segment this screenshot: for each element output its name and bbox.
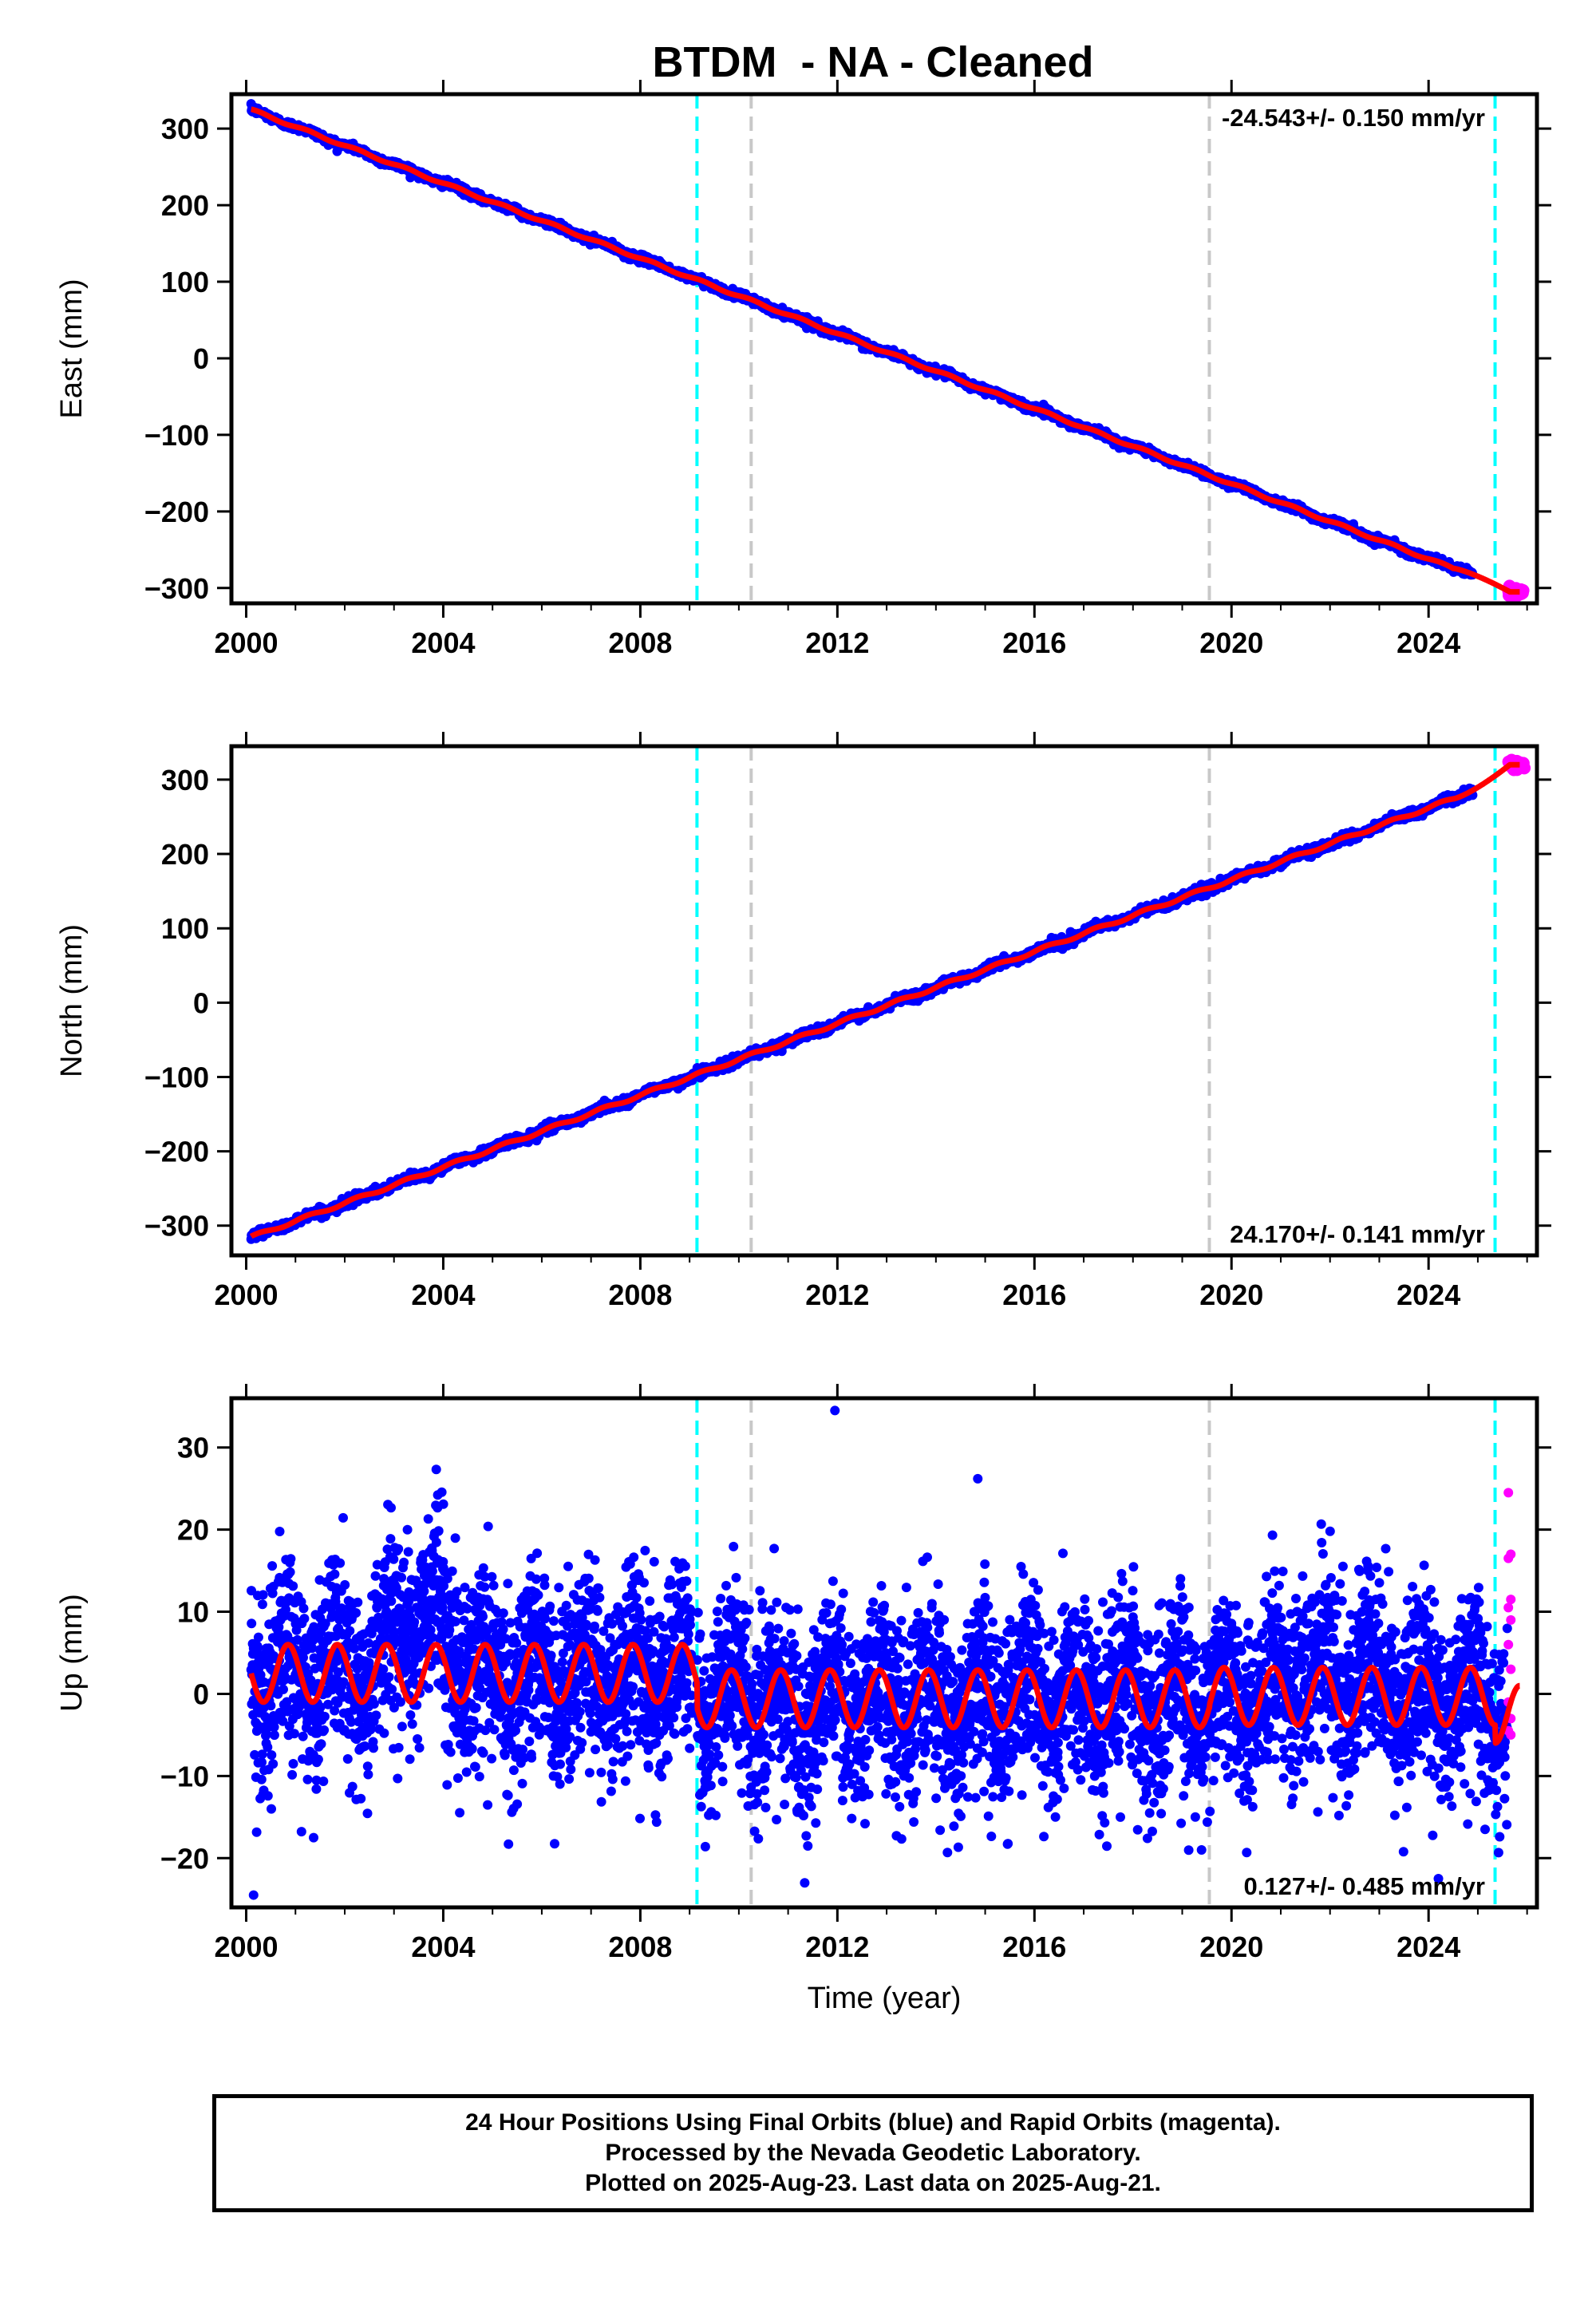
east-panel: 2000 2004 2008 2012 2016 2020 2024−300−200−100… bbox=[55, 80, 1551, 659]
y-tick-label: 300 bbox=[161, 113, 209, 145]
x-tick-label: 2000 bbox=[214, 626, 278, 659]
y-tick-label: −200 bbox=[144, 496, 209, 528]
x-tick-label: 2004 bbox=[411, 626, 475, 659]
x-tick-label: 2016 bbox=[1002, 626, 1066, 659]
north-panel: 2000 2004 2008 2012 2016 2020 2024−300−200−100… bbox=[55, 732, 1551, 1311]
y-tick-label: 100 bbox=[161, 266, 209, 298]
y-tick-label: −100 bbox=[144, 419, 209, 452]
y-tick-label: −300 bbox=[144, 572, 209, 605]
x-tick-label: 2020 bbox=[1199, 626, 1263, 659]
velocity-rate-label: -24.543+/- 0.150 mm/yr bbox=[1222, 104, 1485, 132]
x-tick-label: 2024 bbox=[1396, 626, 1460, 659]
model-fit-line bbox=[248, 106, 1523, 595]
y-tick-label: 200 bbox=[161, 189, 209, 222]
plot-area bbox=[246, 94, 1530, 603]
figure-title: BTDM - NA - Cleaned bbox=[653, 38, 1094, 86]
plot-area bbox=[246, 746, 1531, 1255]
x-tick-label: 2008 bbox=[608, 626, 672, 659]
y-axis-label: East (mm) bbox=[55, 279, 89, 418]
y-tick-label: 0 bbox=[193, 342, 209, 375]
x-tick-label: 2012 bbox=[805, 626, 869, 659]
